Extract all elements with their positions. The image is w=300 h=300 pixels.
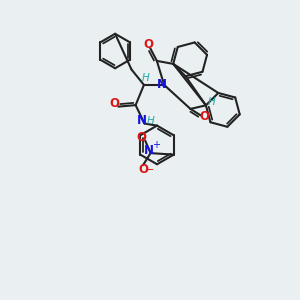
Text: O: O [136,130,146,144]
Text: O: O [109,97,119,110]
Text: N: N [158,78,167,91]
Text: O: O [138,163,148,176]
Text: N: N [144,144,154,157]
Text: H: H [142,74,149,83]
Text: N: N [136,114,147,127]
Text: O: O [200,110,209,122]
Text: +: + [152,140,160,150]
Text: H: H [147,116,155,126]
Text: O: O [143,38,153,51]
Text: −: − [145,165,154,175]
Text: H: H [207,97,215,107]
